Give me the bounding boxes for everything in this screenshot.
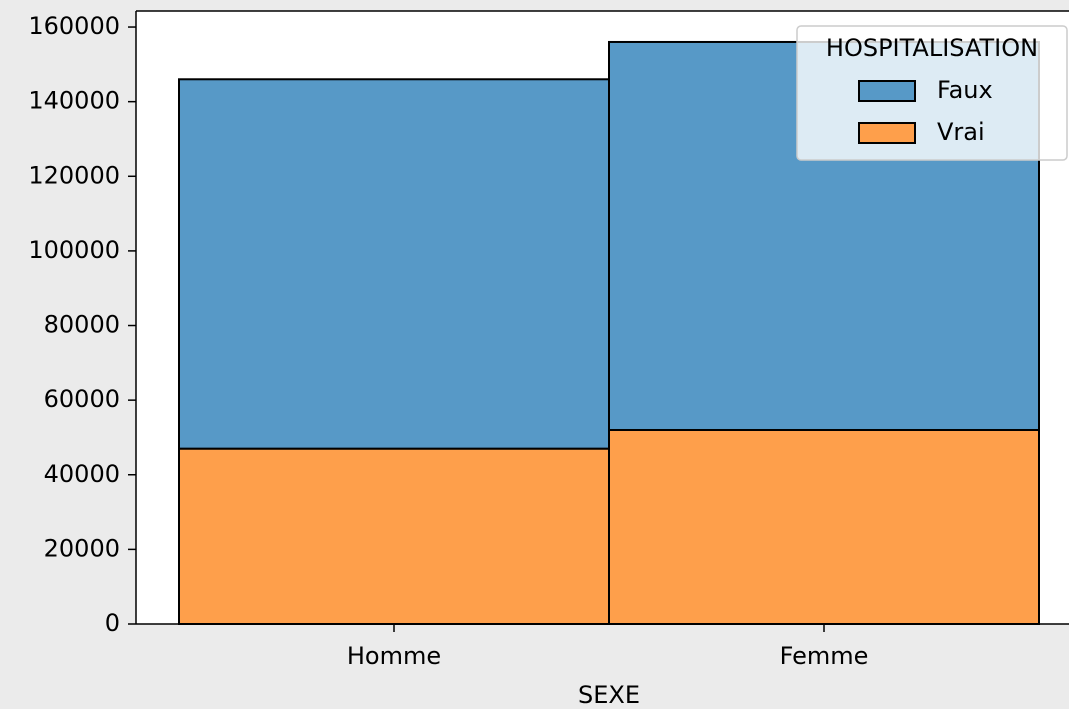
bar-segment	[178, 78, 610, 450]
y-tick-label: 60000	[44, 385, 120, 413]
y-tick-label: 160000	[28, 12, 120, 40]
y-tick-label: 80000	[44, 311, 120, 339]
x-tick-label: Femme	[780, 642, 869, 670]
legend-swatch	[858, 80, 916, 102]
x-axis-label: SEXE	[578, 681, 640, 709]
y-tick-label: 0	[105, 609, 120, 637]
legend-title: HOSPITALISATION	[826, 34, 1038, 62]
y-tick-label: 100000	[28, 236, 120, 264]
x-tick-label: Homme	[347, 642, 441, 670]
bar-segment	[178, 447, 610, 625]
bar-segment	[608, 428, 1040, 625]
y-tick-label: 140000	[28, 87, 120, 115]
y-tick-label: 20000	[44, 534, 120, 562]
legend-label: Faux	[937, 76, 993, 104]
legend-swatch	[858, 122, 916, 144]
legend-label: Vrai	[937, 118, 985, 146]
y-tick-label: 40000	[44, 460, 120, 488]
y-tick-label: 120000	[28, 161, 120, 189]
